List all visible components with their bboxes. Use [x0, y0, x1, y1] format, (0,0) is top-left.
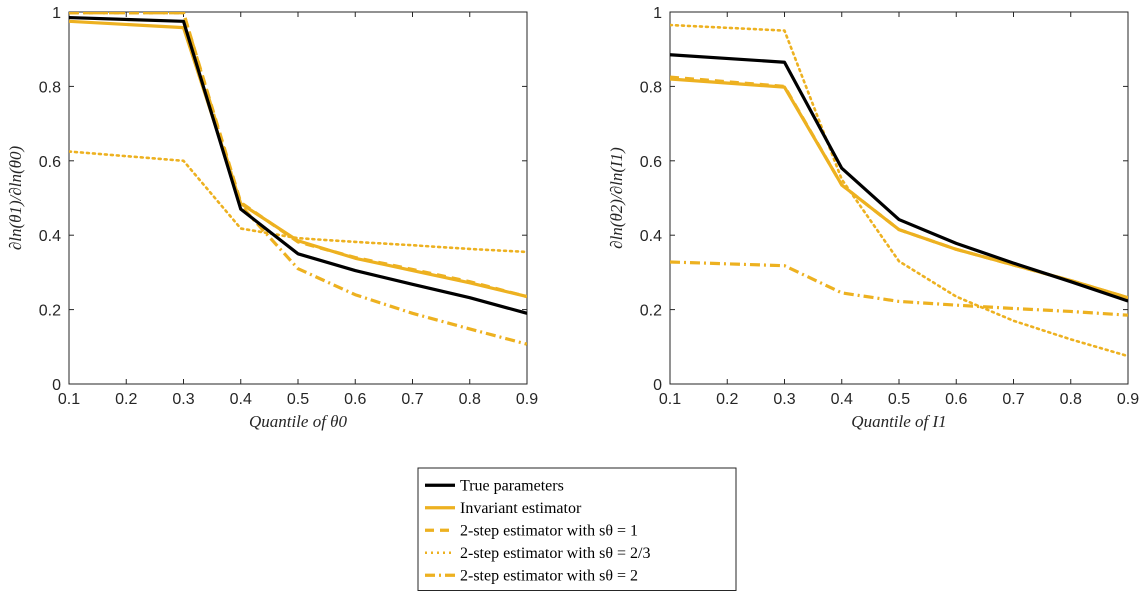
series-line-0: [670, 53, 1128, 303]
legend-label: 2-step estimator with sθ = 2: [460, 567, 638, 584]
y-tick-label: 0.4: [640, 228, 662, 245]
legend-label: 2-step estimator with sθ = 2/3: [460, 545, 650, 562]
x-tick-label: 0.5: [287, 391, 309, 408]
y-tick-label: 0.6: [640, 154, 662, 171]
y-tick-label: 1: [52, 5, 61, 22]
series-line-4: [69, 12, 527, 346]
x-tick-label: 0.4: [230, 391, 252, 408]
y-tick-label: 1: [653, 5, 662, 22]
legend-label: Invariant estimator: [460, 500, 582, 517]
y-tick-label: 0.2: [39, 303, 61, 320]
y-tick-label: 0.2: [640, 303, 662, 320]
legend-label: 2-step estimator with sθ = 1: [460, 522, 638, 539]
y-tick-label: 0.8: [640, 79, 662, 96]
y-tick-label: 0.4: [39, 228, 61, 245]
x-tick-label: 0.4: [831, 391, 853, 408]
left-plot: 0.1 0.2 0.3 0.4 0.5 0.6 0.7 0.8 0.9 0 0.2 0.4 0.6 0.8…: [6, 5, 538, 431]
x-tick-label: 0.6: [945, 391, 967, 408]
x-tick-label: 0.3: [172, 391, 194, 408]
x-tick-label: 0.2: [716, 391, 738, 408]
x-tick-label: 0.9: [516, 391, 538, 408]
y-tick-label: 0: [52, 377, 61, 394]
series-group: [69, 12, 527, 346]
y-tick-label: 0.8: [39, 79, 61, 96]
y-axis-label: ∂ln(θ1)/∂ln(θ0): [6, 146, 25, 251]
x-tick-label: 0.8: [1060, 391, 1082, 408]
right-plot: 0.1 0.2 0.3 0.4 0.5 0.6 0.7 0.8 0.9 0 0.2 0.4 0.6 0.8…: [607, 5, 1139, 431]
legend-label: True parameters: [460, 477, 564, 494]
x-axis-label: Quantile of θ0: [249, 412, 348, 431]
legend: True parameters Invariant estimator 2-step…: [417, 467, 737, 591]
x-tick-label: 0.1: [58, 391, 80, 408]
series-line-4: [670, 260, 1128, 317]
y-tick-label: 0: [653, 377, 662, 394]
x-tick-label: 0.3: [773, 391, 795, 408]
x-tick-label: 0.9: [1117, 391, 1139, 408]
x-tick-label: 0.8: [459, 391, 481, 408]
axes-frame: [669, 11, 1129, 385]
x-axis-label: Quantile of I1: [851, 412, 946, 431]
series-line-3: [670, 23, 1128, 358]
x-tick-label: 0.5: [888, 391, 910, 408]
y-tick-label: 0.6: [39, 154, 61, 171]
series-line-2: [69, 12, 527, 299]
x-tick-label: 0.7: [1002, 391, 1024, 408]
series-group: [670, 23, 1128, 358]
axes-frame: [68, 11, 528, 385]
x-tick-label: 0.6: [344, 391, 366, 408]
series-line-3: [69, 150, 527, 254]
series-line-0: [69, 15, 527, 315]
x-tick-label: 0.1: [659, 391, 681, 408]
legend-box: [417, 467, 737, 591]
y-axis-label: ∂ln(θ2)/∂ln(I1): [607, 147, 626, 249]
x-tick-label: 0.2: [115, 391, 137, 408]
x-tick-label: 0.7: [401, 391, 423, 408]
